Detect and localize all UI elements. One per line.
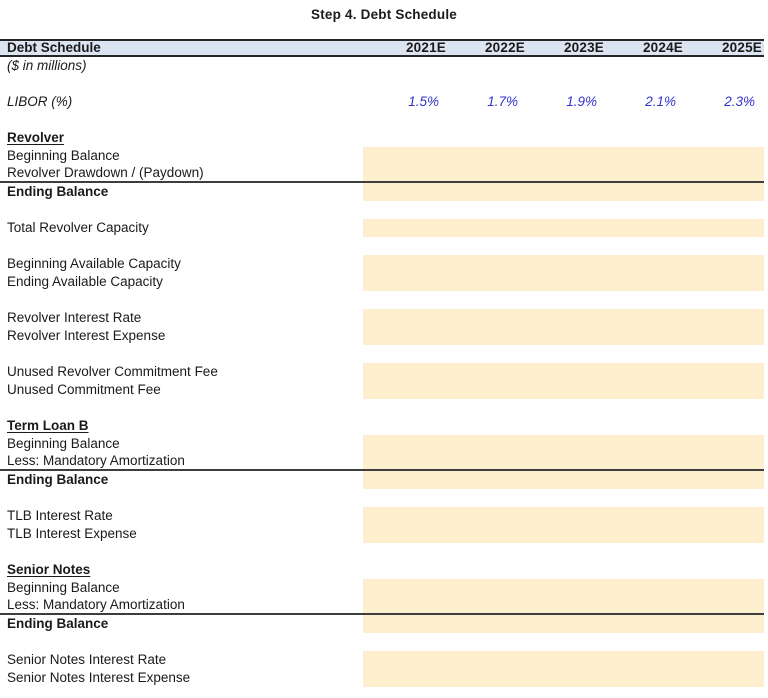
input-cells[interactable]: [363, 165, 764, 181]
table-row: Ending Balance: [0, 471, 764, 489]
input-cells[interactable]: [363, 255, 764, 273]
year-header-2022e: 2022E: [484, 40, 525, 55]
row-label: Revolver Drawdown / (Paydown): [7, 165, 204, 180]
table-row: Ending Balance: [0, 615, 764, 633]
input-cells[interactable]: [363, 507, 764, 525]
input-cells[interactable]: [363, 273, 764, 291]
spacer-row: [0, 543, 764, 561]
table-row: Ending Balance: [0, 183, 764, 201]
section-heading-row: Revolver: [0, 129, 764, 147]
row-label: Ending Balance: [7, 184, 109, 199]
spacer-row: [0, 345, 764, 363]
row-label: Unused Revolver Commitment Fee: [7, 364, 218, 379]
section-heading-term-loan-b: Term Loan B: [7, 418, 89, 433]
table-row: Revolver Drawdown / (Paydown): [0, 165, 764, 183]
year-header-cells: 2021E 2022E 2023E 2024E 2025E: [363, 41, 764, 55]
row-label: Revolver Interest Rate: [7, 310, 142, 325]
libor-label: LIBOR (%): [7, 94, 73, 109]
spacer-row: [0, 237, 764, 255]
row-label: Unused Commitment Fee: [7, 382, 161, 397]
table-row: Unused Commitment Fee: [0, 381, 764, 399]
table-row: Revolver Interest Expense: [0, 327, 764, 345]
row-label: Revolver Interest Expense: [7, 328, 166, 343]
table-row: Senior Notes Interest Expense: [0, 669, 764, 687]
input-cells[interactable]: [363, 615, 764, 633]
year-header-2025e: 2025E: [721, 40, 762, 55]
input-cells[interactable]: [363, 435, 764, 453]
libor-cell-2023e[interactable]: 1.9%: [566, 94, 597, 109]
year-header-2021e: 2021E: [405, 40, 446, 55]
table-row: Revolver Interest Rate: [0, 309, 764, 327]
row-label: Less: Mandatory Amortization: [7, 453, 185, 468]
input-cells[interactable]: [363, 381, 764, 399]
spacer-row: [0, 75, 764, 93]
row-label: Ending Balance: [7, 472, 109, 487]
spacer-row: [0, 201, 764, 219]
row-label: Less: Mandatory Amortization: [7, 597, 185, 612]
libor-cell-2024e[interactable]: 2.1%: [645, 94, 676, 109]
row-label: Ending Balance: [7, 616, 109, 631]
libor-cell-2025e[interactable]: 2.3%: [724, 94, 755, 109]
table-row: Beginning Balance: [0, 435, 764, 453]
input-cells[interactable]: [363, 525, 764, 543]
row-label: Ending Available Capacity: [7, 274, 163, 289]
page-title: Step 4. Debt Schedule: [311, 7, 457, 22]
table-row: Ending Available Capacity: [0, 273, 764, 291]
table-row: Total Revolver Capacity: [0, 219, 764, 237]
input-cells[interactable]: [363, 597, 764, 613]
row-label: Senior Notes Interest Expense: [7, 670, 191, 685]
input-cells[interactable]: [363, 309, 764, 327]
libor-row: LIBOR (%) 1.5% 1.7% 1.9% 2.1% 2.3%: [0, 93, 764, 111]
units-row: ($ in millions): [0, 57, 764, 75]
section-heading-senior-notes: Senior Notes: [7, 562, 91, 577]
year-header-2024e: 2024E: [642, 40, 683, 55]
input-cells[interactable]: [363, 453, 764, 469]
section-heading-row: Term Loan B: [0, 417, 764, 435]
table-row: Unused Revolver Commitment Fee: [0, 363, 764, 381]
table-row: TLB Interest Rate: [0, 507, 764, 525]
table-row: Less: Mandatory Amortization: [0, 597, 764, 615]
row-label: Senior Notes Interest Rate: [7, 652, 167, 667]
table-row: Beginning Balance: [0, 579, 764, 597]
section-heading-row: Senior Notes: [0, 561, 764, 579]
input-cells[interactable]: [363, 471, 764, 489]
year-header-2023e: 2023E: [563, 40, 604, 55]
libor-cells: 1.5% 1.7% 1.9% 2.1% 2.3%: [363, 93, 764, 111]
input-cells[interactable]: [363, 147, 764, 165]
row-label: TLB Interest Expense: [7, 526, 137, 541]
spacer-row: [0, 633, 764, 651]
libor-cell-2022e[interactable]: 1.7%: [487, 94, 518, 109]
table-row: Less: Mandatory Amortization: [0, 453, 764, 471]
libor-cell-2021e[interactable]: 1.5%: [408, 94, 439, 109]
table-row: Senior Notes Interest Rate: [0, 651, 764, 669]
table-header-label: Debt Schedule: [7, 40, 101, 55]
section-heading-revolver: Revolver: [7, 130, 65, 145]
input-cells[interactable]: [363, 669, 764, 687]
row-label: TLB Interest Rate: [7, 508, 113, 523]
spacer-row: [0, 291, 764, 309]
units-label: ($ in millions): [7, 58, 87, 73]
spacer-row: [0, 399, 764, 417]
row-label: Total Revolver Capacity: [7, 220, 149, 235]
input-cells[interactable]: [363, 219, 764, 237]
input-cells[interactable]: [363, 651, 764, 669]
table-row: Beginning Balance: [0, 147, 764, 165]
input-cells[interactable]: [363, 183, 764, 201]
debt-schedule-table: Debt Schedule 2021E 2022E 2023E 2024E 20…: [0, 39, 764, 687]
input-cells[interactable]: [363, 363, 764, 381]
spacer-row: [0, 489, 764, 507]
table-header-row: Debt Schedule 2021E 2022E 2023E 2024E 20…: [0, 39, 764, 57]
row-label: Beginning Available Capacity: [7, 256, 181, 271]
input-cells[interactable]: [363, 327, 764, 345]
table-row: TLB Interest Expense: [0, 525, 764, 543]
page-title-row: Step 4. Debt Schedule: [0, 0, 768, 39]
row-label: Beginning Balance: [7, 436, 120, 451]
table-row: Beginning Available Capacity: [0, 255, 764, 273]
spacer-row: [0, 111, 764, 129]
row-label: Beginning Balance: [7, 580, 120, 595]
input-cells[interactable]: [363, 579, 764, 597]
row-label: Beginning Balance: [7, 148, 120, 163]
